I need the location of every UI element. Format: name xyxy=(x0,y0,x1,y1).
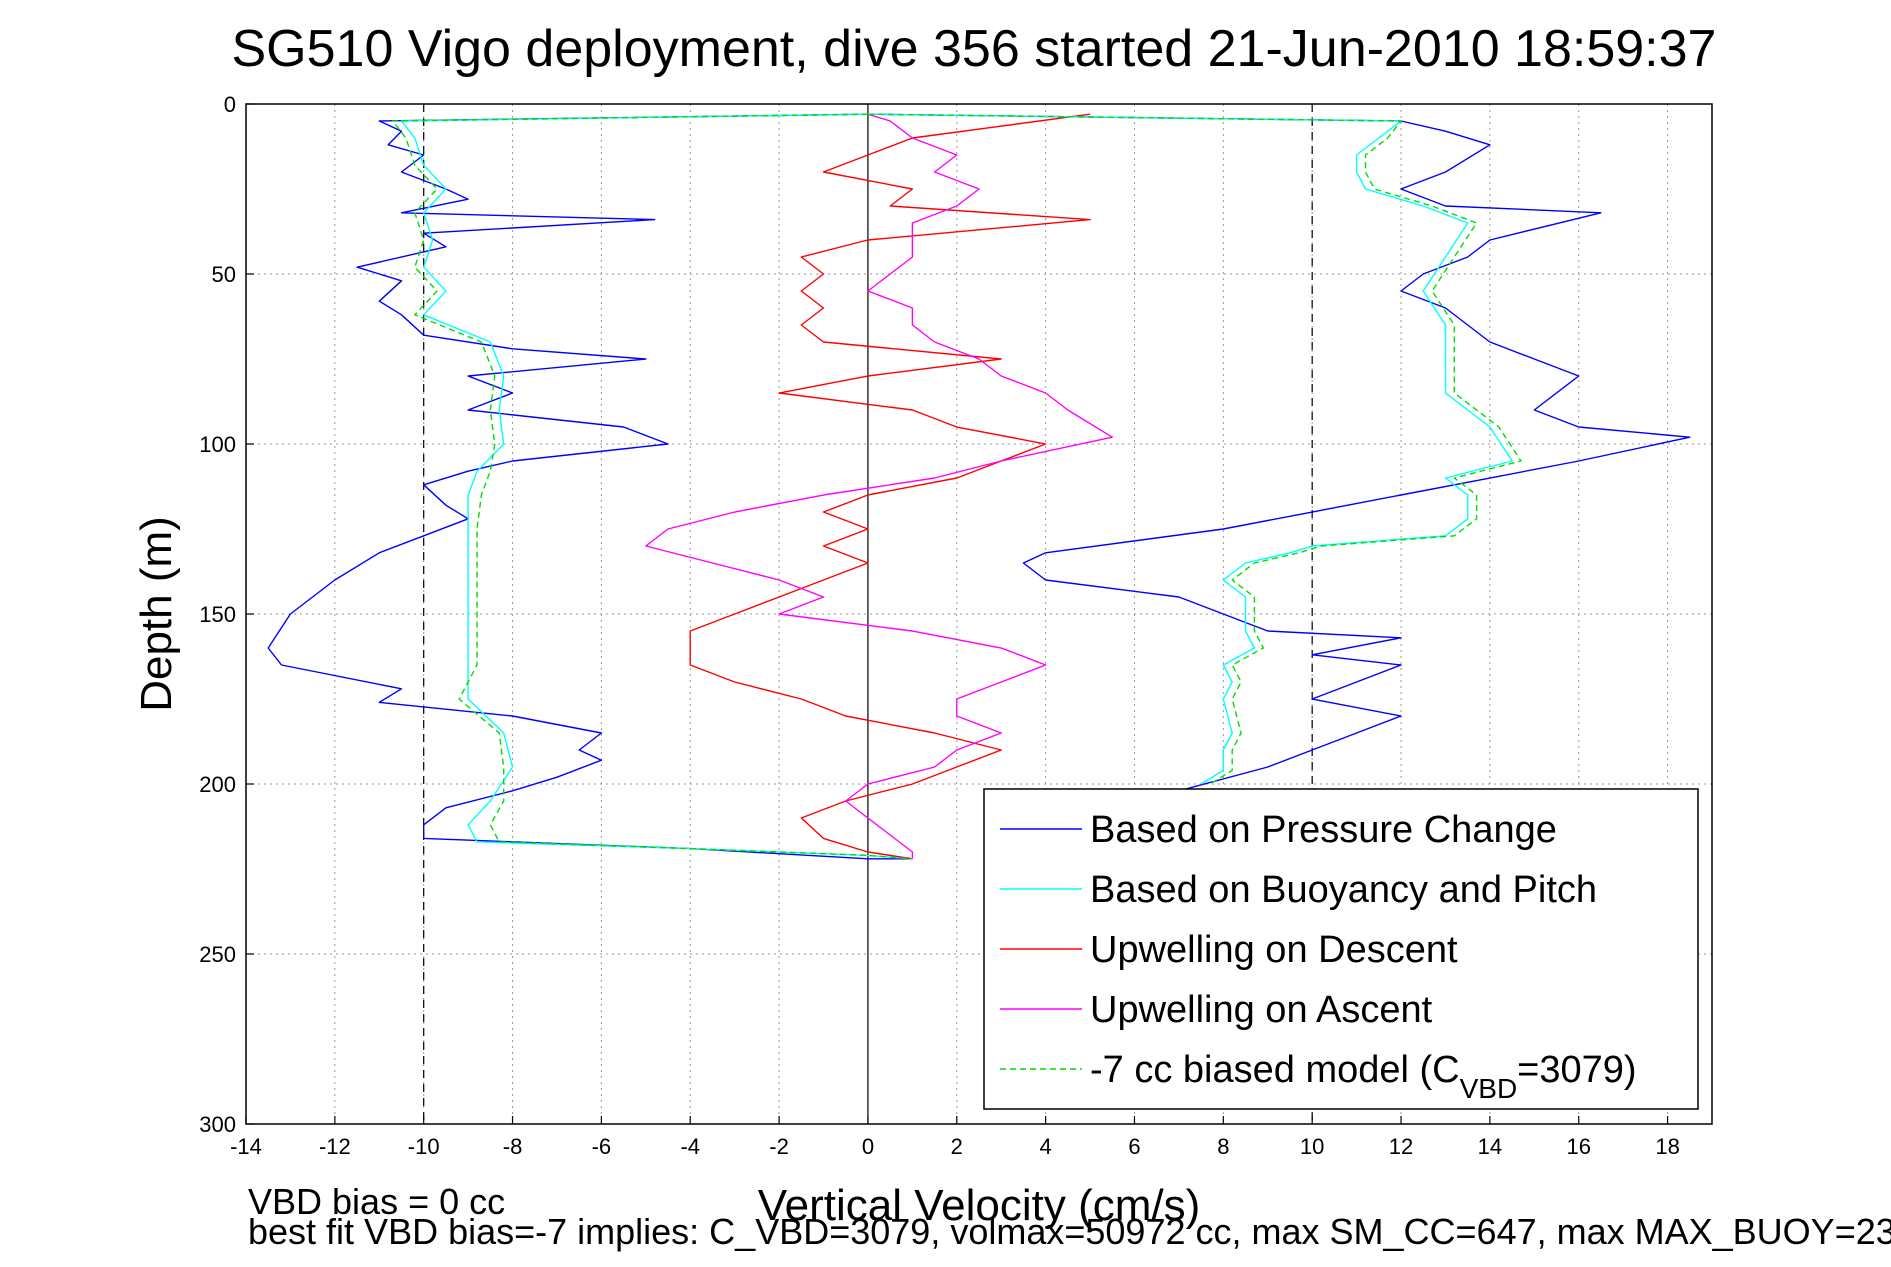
chart-title: SG510 Vigo deployment, dive 356 started … xyxy=(232,20,1717,78)
tick-layer: -14 -12 -10 -8 -6 -4 -2 0 2 4 6 8 10 12 14 16 18 0 50 100 15… xyxy=(199,92,1680,1159)
legend-label: Upwelling on Descent xyxy=(1090,929,1458,971)
series-line-based-on-buoyancy-and-pitch xyxy=(400,113,913,860)
footnote-vbd-bias: VBD bias = 0 cc xyxy=(248,1181,505,1222)
x-tick-label: -14 xyxy=(230,1134,262,1159)
x-tick-label: -10 xyxy=(408,1134,440,1159)
y-tick-label: 150 xyxy=(199,602,236,627)
x-tick-label: -2 xyxy=(769,1134,789,1159)
x-tick-label: 12 xyxy=(1389,1134,1413,1159)
x-tick-label: -4 xyxy=(680,1134,700,1159)
legend-box xyxy=(983,788,1699,1110)
x-tick-label: -12 xyxy=(319,1134,351,1159)
x-axis-label: Vertical Velocity (cm/s) xyxy=(758,1181,1201,1230)
x-tick-label: 4 xyxy=(1040,1134,1052,1159)
y-tick-label: 0 xyxy=(224,92,236,117)
x-tick-label: 16 xyxy=(1566,1134,1590,1159)
x-tick-label: -6 xyxy=(592,1134,612,1159)
x-tick-label: 6 xyxy=(1128,1134,1140,1159)
y-tick-label: 100 xyxy=(199,432,236,457)
series-line-upwelling-on-ascent xyxy=(645,113,1114,859)
reference-lines xyxy=(423,104,1313,1124)
series-line-7-cc-biased-model-c-vbd-3079 xyxy=(867,113,1522,785)
y-axis-label: Depth (m) xyxy=(132,516,181,712)
legend-label: Based on Pressure Change xyxy=(1090,809,1557,851)
y-tick-label: 50 xyxy=(212,262,236,287)
x-tick-label: 10 xyxy=(1300,1134,1324,1159)
series-layer xyxy=(267,113,1691,860)
legend: Based on Pressure Change Based on Buoyanc… xyxy=(983,788,1699,1110)
series-line-7-cc-biased-model-c-vbd-3079 xyxy=(391,113,913,860)
y-tick-label: 250 xyxy=(199,942,236,967)
footnote-best-fit: best fit VBD bias=-7 implies: C_VBD=3079… xyxy=(248,1211,1891,1252)
x-tick-label: 18 xyxy=(1655,1134,1679,1159)
y-tick-label: 300 xyxy=(199,1112,236,1137)
x-tick-label: 0 xyxy=(862,1134,874,1159)
series-line-based-on-pressure-change xyxy=(867,113,1691,792)
x-tick-label: 14 xyxy=(1478,1134,1502,1159)
series-line-upwelling-on-descent xyxy=(689,113,1091,860)
series-line-based-on-pressure-change xyxy=(267,113,913,860)
legend-label: Upwelling on Ascent xyxy=(1090,989,1433,1031)
series-line-based-on-buoyancy-and-pitch xyxy=(867,113,1513,785)
legend-label: Based on Buoyancy and Pitch xyxy=(1090,869,1597,911)
x-tick-label: -8 xyxy=(503,1134,523,1159)
x-tick-label: 2 xyxy=(951,1134,963,1159)
x-tick-label: 8 xyxy=(1217,1134,1229,1159)
y-tick-label: 200 xyxy=(199,772,236,797)
